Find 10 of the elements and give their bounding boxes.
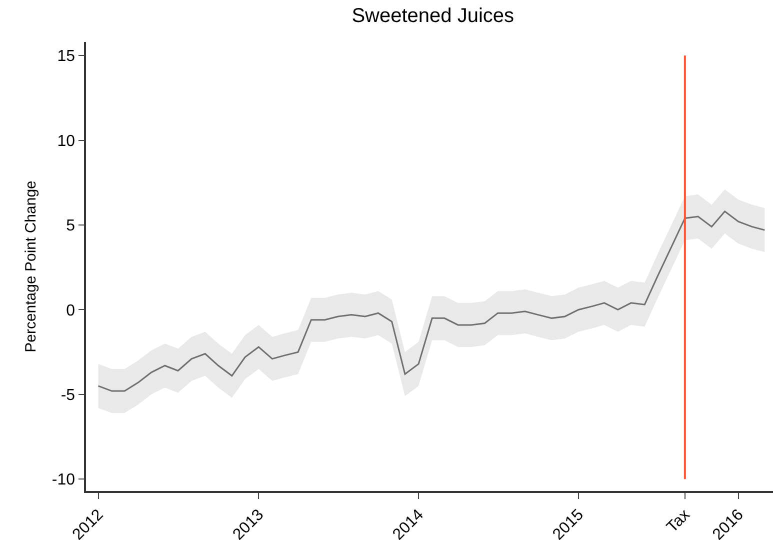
y-tick-label: -5 <box>60 387 76 404</box>
chart-title: Sweetened Juices <box>352 5 514 28</box>
y-tick-label: 0 <box>66 302 76 320</box>
y-tick-label: 10 <box>57 132 76 150</box>
y-tick-label: -10 <box>52 472 76 489</box>
y-tick-label: 15 <box>57 48 76 66</box>
y-tick-label: 5 <box>66 218 76 235</box>
line-series <box>98 210 766 392</box>
x-tick-label: Tax <box>664 506 694 536</box>
y-axis-title: Percentage Point Change <box>22 180 40 352</box>
